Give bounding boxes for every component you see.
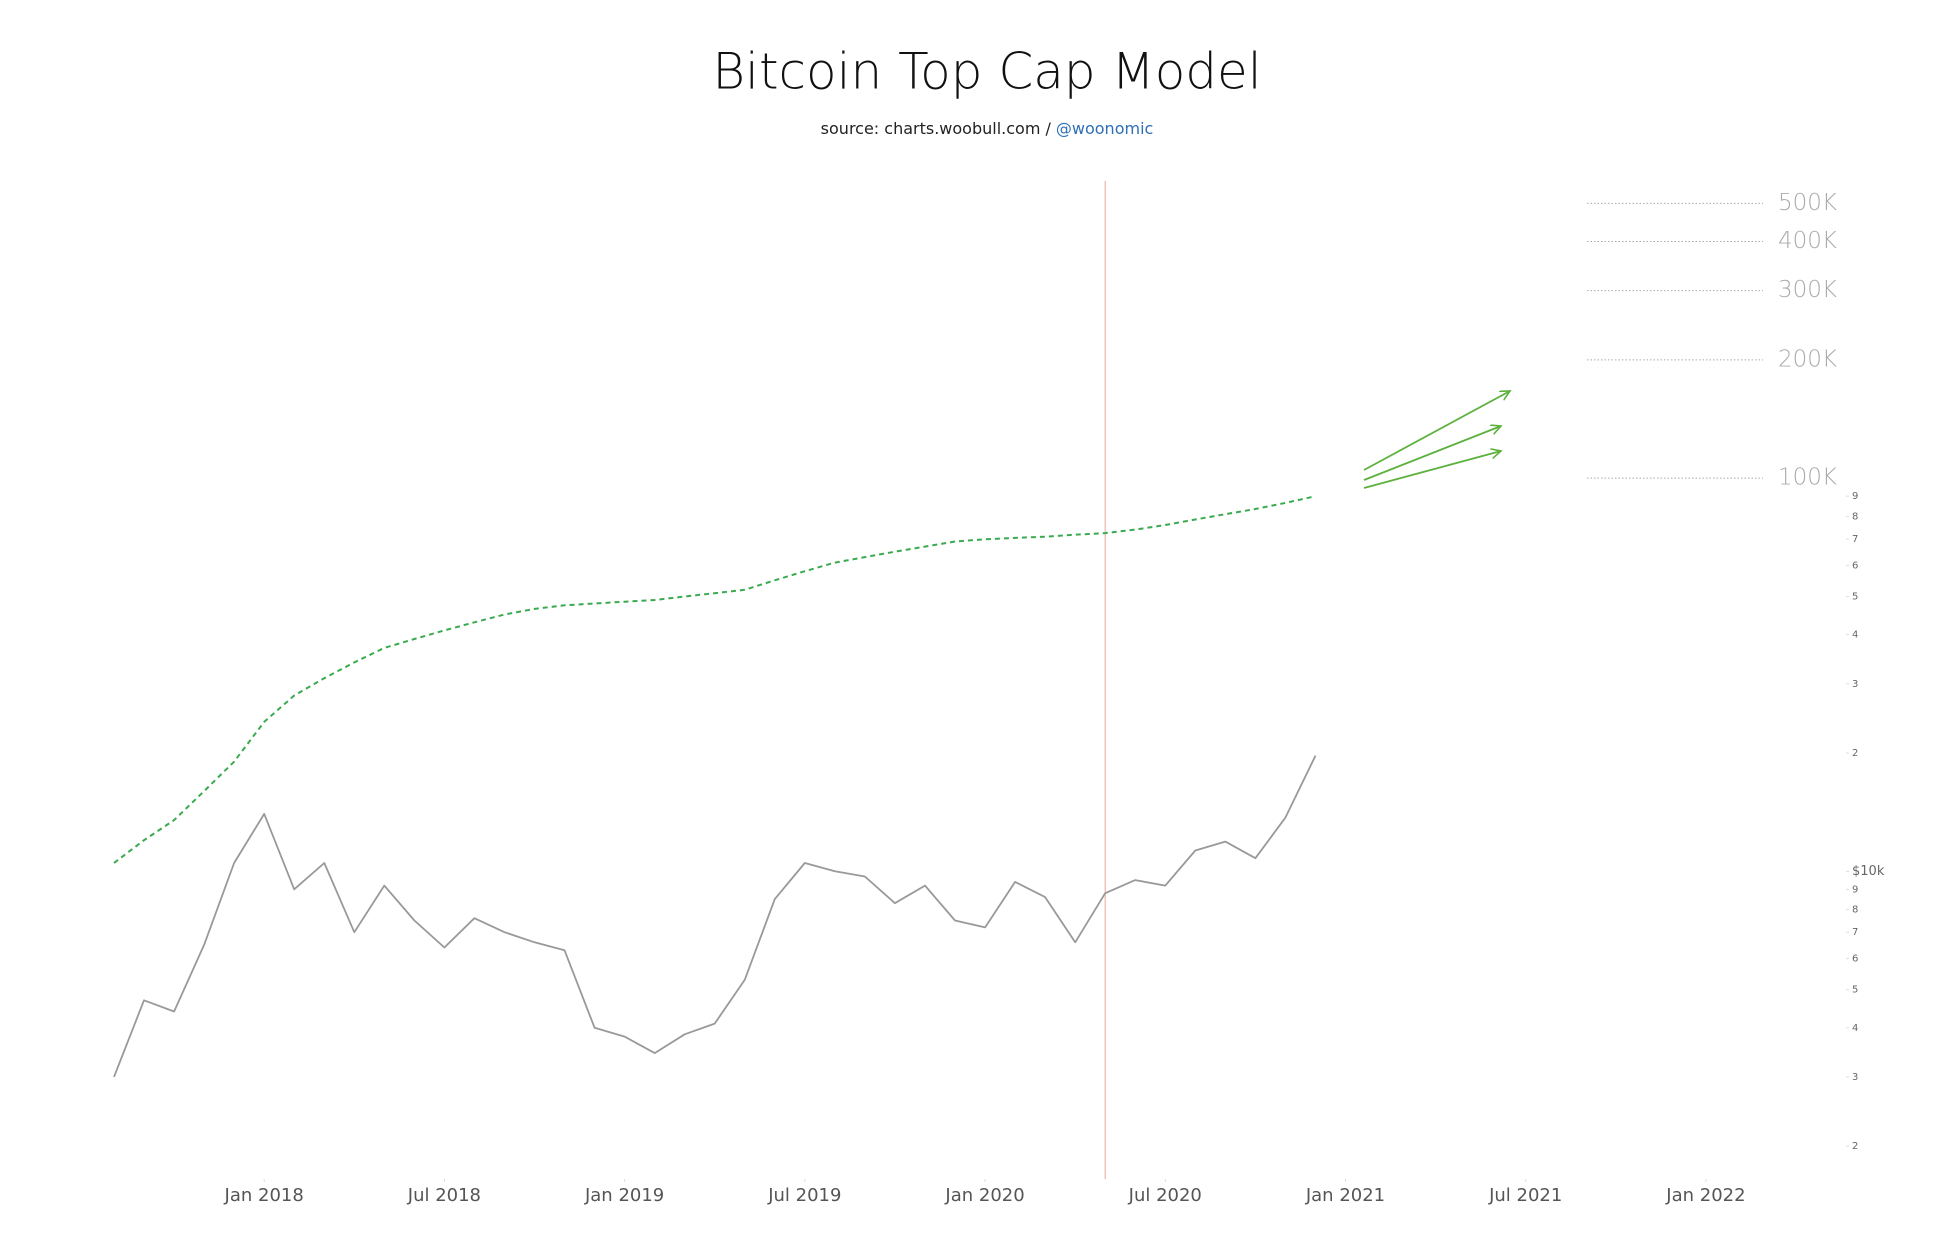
x-tick-label: Jan 2020 — [944, 1185, 1024, 1206]
y-tick-label: 3 — [1852, 1072, 1858, 1083]
y-tick-label: 7 — [1852, 927, 1858, 938]
x-tick-label: Jan 2021 — [1305, 1185, 1385, 1206]
arrow — [1363, 426, 1501, 481]
arrow — [1363, 451, 1501, 489]
y-tick-label: 9 — [1852, 491, 1858, 502]
top-cap-line — [113, 495, 1316, 864]
y-tick-label: 2 — [1852, 1141, 1858, 1152]
reference-label: 400K — [1778, 228, 1837, 254]
x-tick-label: Jan 2022 — [1665, 1185, 1745, 1206]
y-tick-label: 8 — [1852, 904, 1858, 915]
x-tick-label: Jul 2021 — [1488, 1185, 1562, 1206]
y-tick-label: 4 — [1852, 630, 1858, 641]
projection-arrows — [1363, 391, 1510, 489]
y-tick-label: 5 — [1852, 985, 1858, 996]
x-tick-label: Jul 2020 — [1128, 1185, 1202, 1206]
price-line — [113, 755, 1317, 1078]
y-tick-label: $10k — [1852, 864, 1885, 879]
reference-label: 100K — [1778, 465, 1837, 491]
arrow — [1363, 391, 1510, 471]
x-tick-label: Jul 2018 — [407, 1185, 481, 1206]
subtitle-source: source: charts.woobull.com / — [821, 119, 1052, 138]
reference-label: 200K — [1778, 346, 1837, 372]
y-tick-label: 5 — [1852, 592, 1858, 603]
y-tick-label: 4 — [1852, 1023, 1858, 1034]
y-tick-label: 6 — [1852, 560, 1858, 571]
x-tick-label: Jul 2019 — [767, 1185, 841, 1206]
y-tick-label: 6 — [1852, 954, 1858, 965]
chart-subtitle: source: charts.woobull.com / @woonomic — [821, 119, 1154, 138]
y-tick-label: 2 — [1852, 748, 1858, 759]
y-tick-label: 8 — [1852, 511, 1858, 522]
reference-label: 300K — [1778, 277, 1837, 303]
chart-title: Bitcoin Top Cap Model — [712, 43, 1261, 101]
subtitle-handle[interactable]: @woonomic — [1056, 119, 1153, 138]
reference-label: 500K — [1778, 190, 1837, 216]
x-tick-label: Jan 2019 — [584, 1185, 664, 1206]
y-tick-label: 3 — [1852, 679, 1858, 690]
y-tick-label: 7 — [1852, 534, 1858, 545]
y-tick-label: 9 — [1852, 884, 1858, 895]
x-tick-label: Jan 2018 — [224, 1185, 304, 1206]
